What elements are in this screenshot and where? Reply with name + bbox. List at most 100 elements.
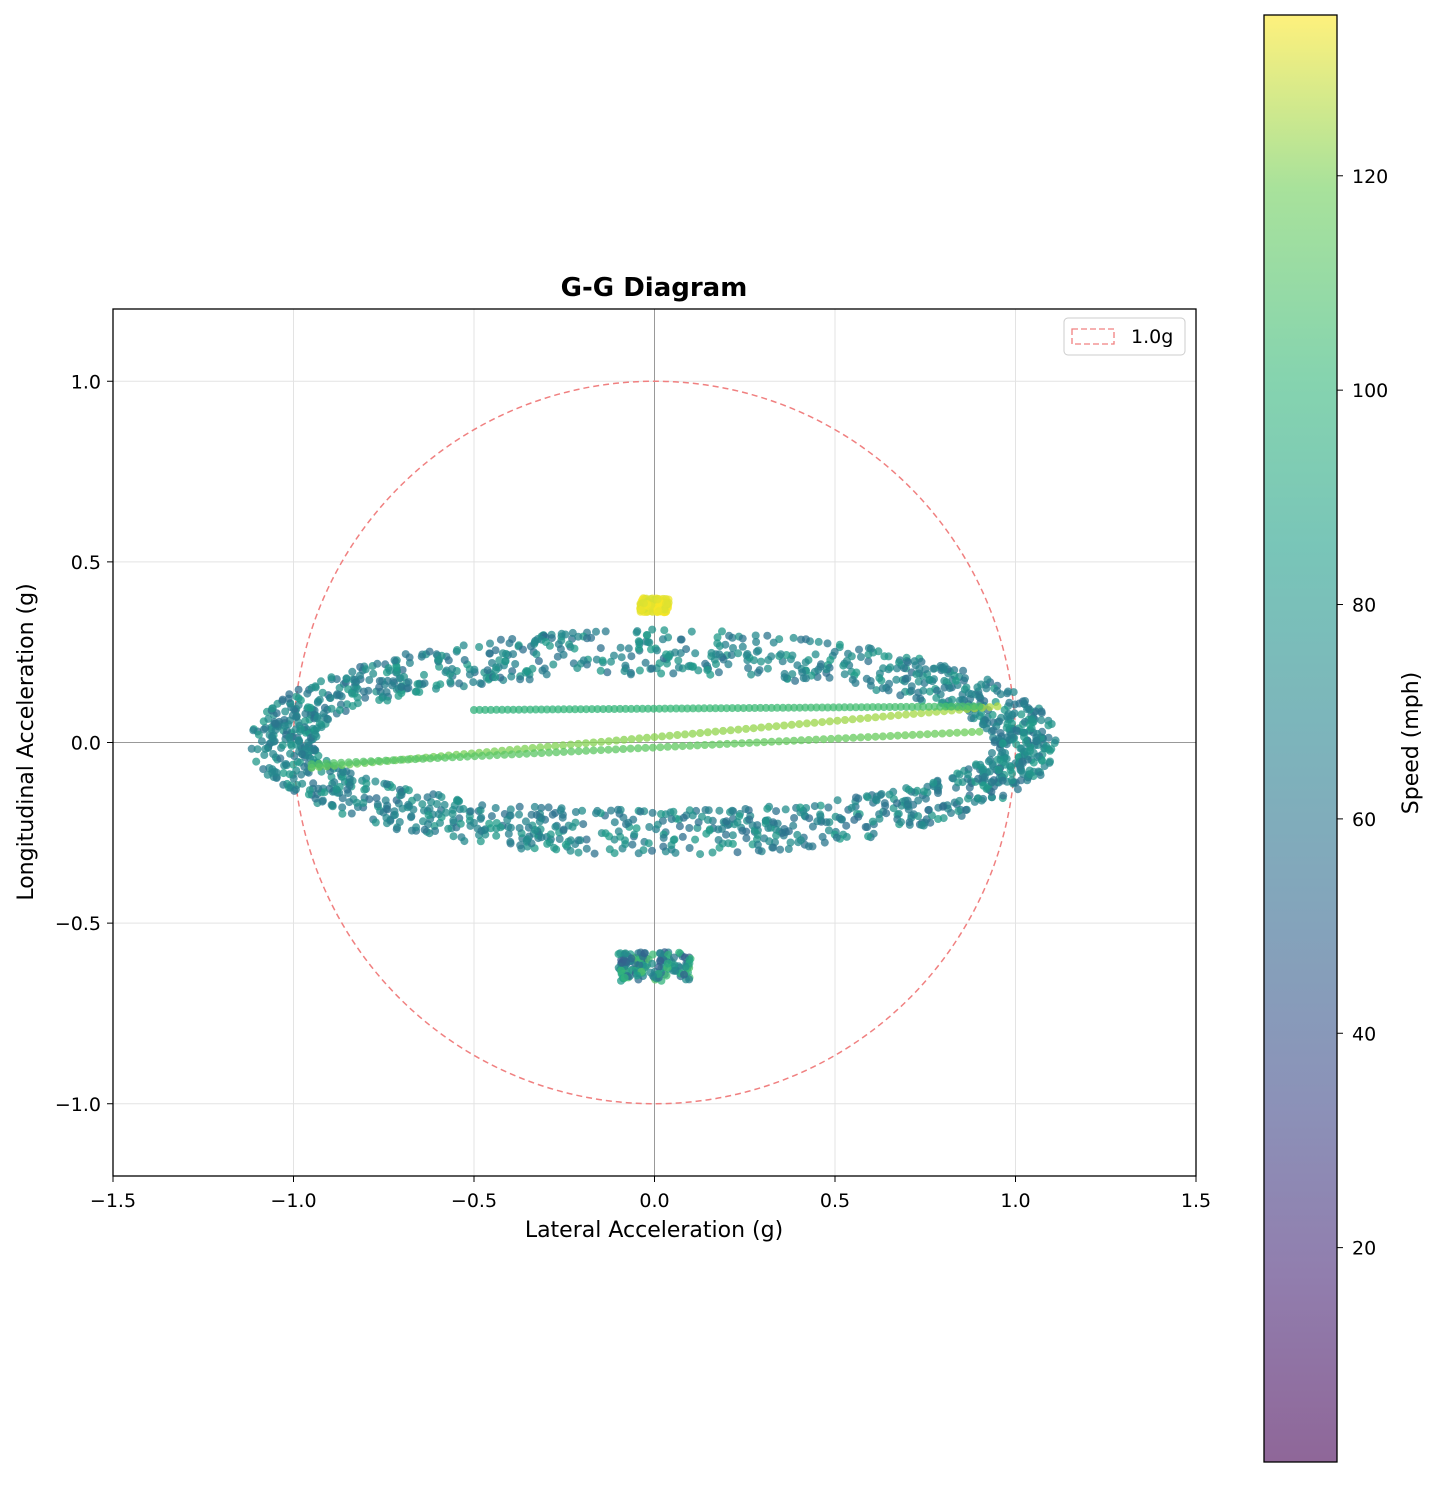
scatter-point	[644, 839, 653, 848]
scatter-point	[730, 739, 739, 748]
scatter-point	[496, 635, 505, 644]
scatter-point	[424, 811, 433, 820]
scatter-point	[543, 742, 552, 751]
scatter-point	[842, 832, 851, 841]
scatter-point	[886, 732, 895, 740]
legend-box	[1063, 317, 1186, 356]
scatter-point	[559, 705, 568, 714]
scatter-point	[798, 668, 807, 677]
scatter-point	[420, 670, 428, 679]
scatter-point	[345, 798, 354, 807]
scatter-point	[670, 835, 679, 844]
scatter-point	[685, 844, 694, 852]
scatter-point	[689, 704, 697, 713]
scatter-point	[270, 718, 279, 727]
scatter-point	[627, 704, 636, 713]
scatter-point	[790, 814, 799, 822]
scatter-point	[964, 702, 973, 711]
scatter-point	[960, 728, 969, 737]
scatter-point	[823, 703, 832, 712]
scatter-point	[747, 670, 756, 679]
scatter-point	[864, 733, 873, 742]
scatter-point	[932, 693, 941, 702]
scatter-point	[635, 666, 644, 675]
scatter-point	[607, 806, 615, 815]
scatter-point	[641, 658, 650, 667]
scatter-point	[989, 726, 998, 735]
scatter-point	[311, 794, 320, 803]
scatter-point	[664, 653, 673, 662]
scatter-point	[506, 837, 515, 846]
scatter-point	[257, 737, 266, 746]
scatter-point	[541, 638, 550, 646]
scatter-point	[659, 842, 668, 851]
scatter-point	[375, 696, 384, 704]
scatter-point	[681, 730, 689, 739]
scatter-point	[826, 656, 835, 664]
scatter-point	[509, 650, 518, 659]
scatter-point	[781, 805, 790, 814]
scatter-point	[866, 677, 875, 685]
scatter-point	[708, 848, 717, 857]
scatter-point	[581, 739, 590, 748]
scatter-point	[658, 635, 667, 644]
scatter-point	[854, 794, 863, 803]
scatter-point	[726, 726, 735, 735]
scatter-point	[722, 830, 730, 839]
scatter-point	[767, 652, 776, 661]
scatter-point	[896, 691, 905, 700]
scatter-point	[441, 753, 450, 762]
scatter-point	[871, 732, 880, 741]
scatter-point	[568, 628, 577, 637]
scatter-point	[772, 722, 781, 731]
scatter-point	[446, 677, 455, 686]
scatter-point	[734, 649, 743, 658]
scatter-point	[958, 702, 967, 711]
scatter-point	[1037, 716, 1046, 725]
scatter-point	[448, 665, 457, 673]
scatter-point	[1007, 730, 1016, 739]
scatter-point	[628, 840, 637, 849]
scatter-point	[638, 704, 647, 713]
scatter-point	[1009, 688, 1018, 697]
scatter-point	[353, 699, 362, 708]
scatter-point	[426, 754, 435, 763]
scatter-point	[1003, 712, 1012, 721]
scatter-point	[804, 736, 813, 744]
scatter-point	[456, 819, 465, 828]
scatter-point	[791, 676, 800, 685]
scatter-point	[596, 666, 605, 675]
scatter-point	[917, 821, 926, 830]
scatter-point	[916, 730, 924, 739]
scatter-point	[543, 705, 551, 714]
scatter-point	[930, 729, 939, 738]
scatter-point	[645, 638, 654, 647]
scatter-point	[614, 805, 622, 814]
scatter-point	[855, 645, 863, 654]
scatter-point	[493, 751, 502, 760]
scatter-point	[532, 650, 541, 659]
scatter-point	[405, 653, 414, 662]
scatter-point	[685, 824, 694, 832]
scatter-point	[653, 595, 662, 604]
scatter-point	[660, 626, 669, 635]
scatter-point	[812, 735, 821, 744]
scatter-point	[475, 643, 484, 651]
scatter-point	[261, 724, 270, 732]
scatter-point	[466, 807, 475, 816]
scatter-point	[561, 840, 570, 849]
scatter-point	[624, 644, 633, 653]
scatter-point	[599, 705, 608, 714]
x-tick-label: 1.5	[1181, 1190, 1211, 1212]
scatter-point	[465, 670, 474, 679]
scatter-point	[688, 729, 697, 738]
scatter-point	[880, 799, 889, 808]
scatter-point	[396, 755, 405, 764]
scatter-point	[700, 704, 709, 713]
scatter-point	[519, 645, 527, 654]
scatter-point	[268, 734, 277, 743]
scatter-point	[478, 751, 487, 760]
scatter-point	[810, 802, 819, 811]
scatter-point	[921, 665, 930, 674]
